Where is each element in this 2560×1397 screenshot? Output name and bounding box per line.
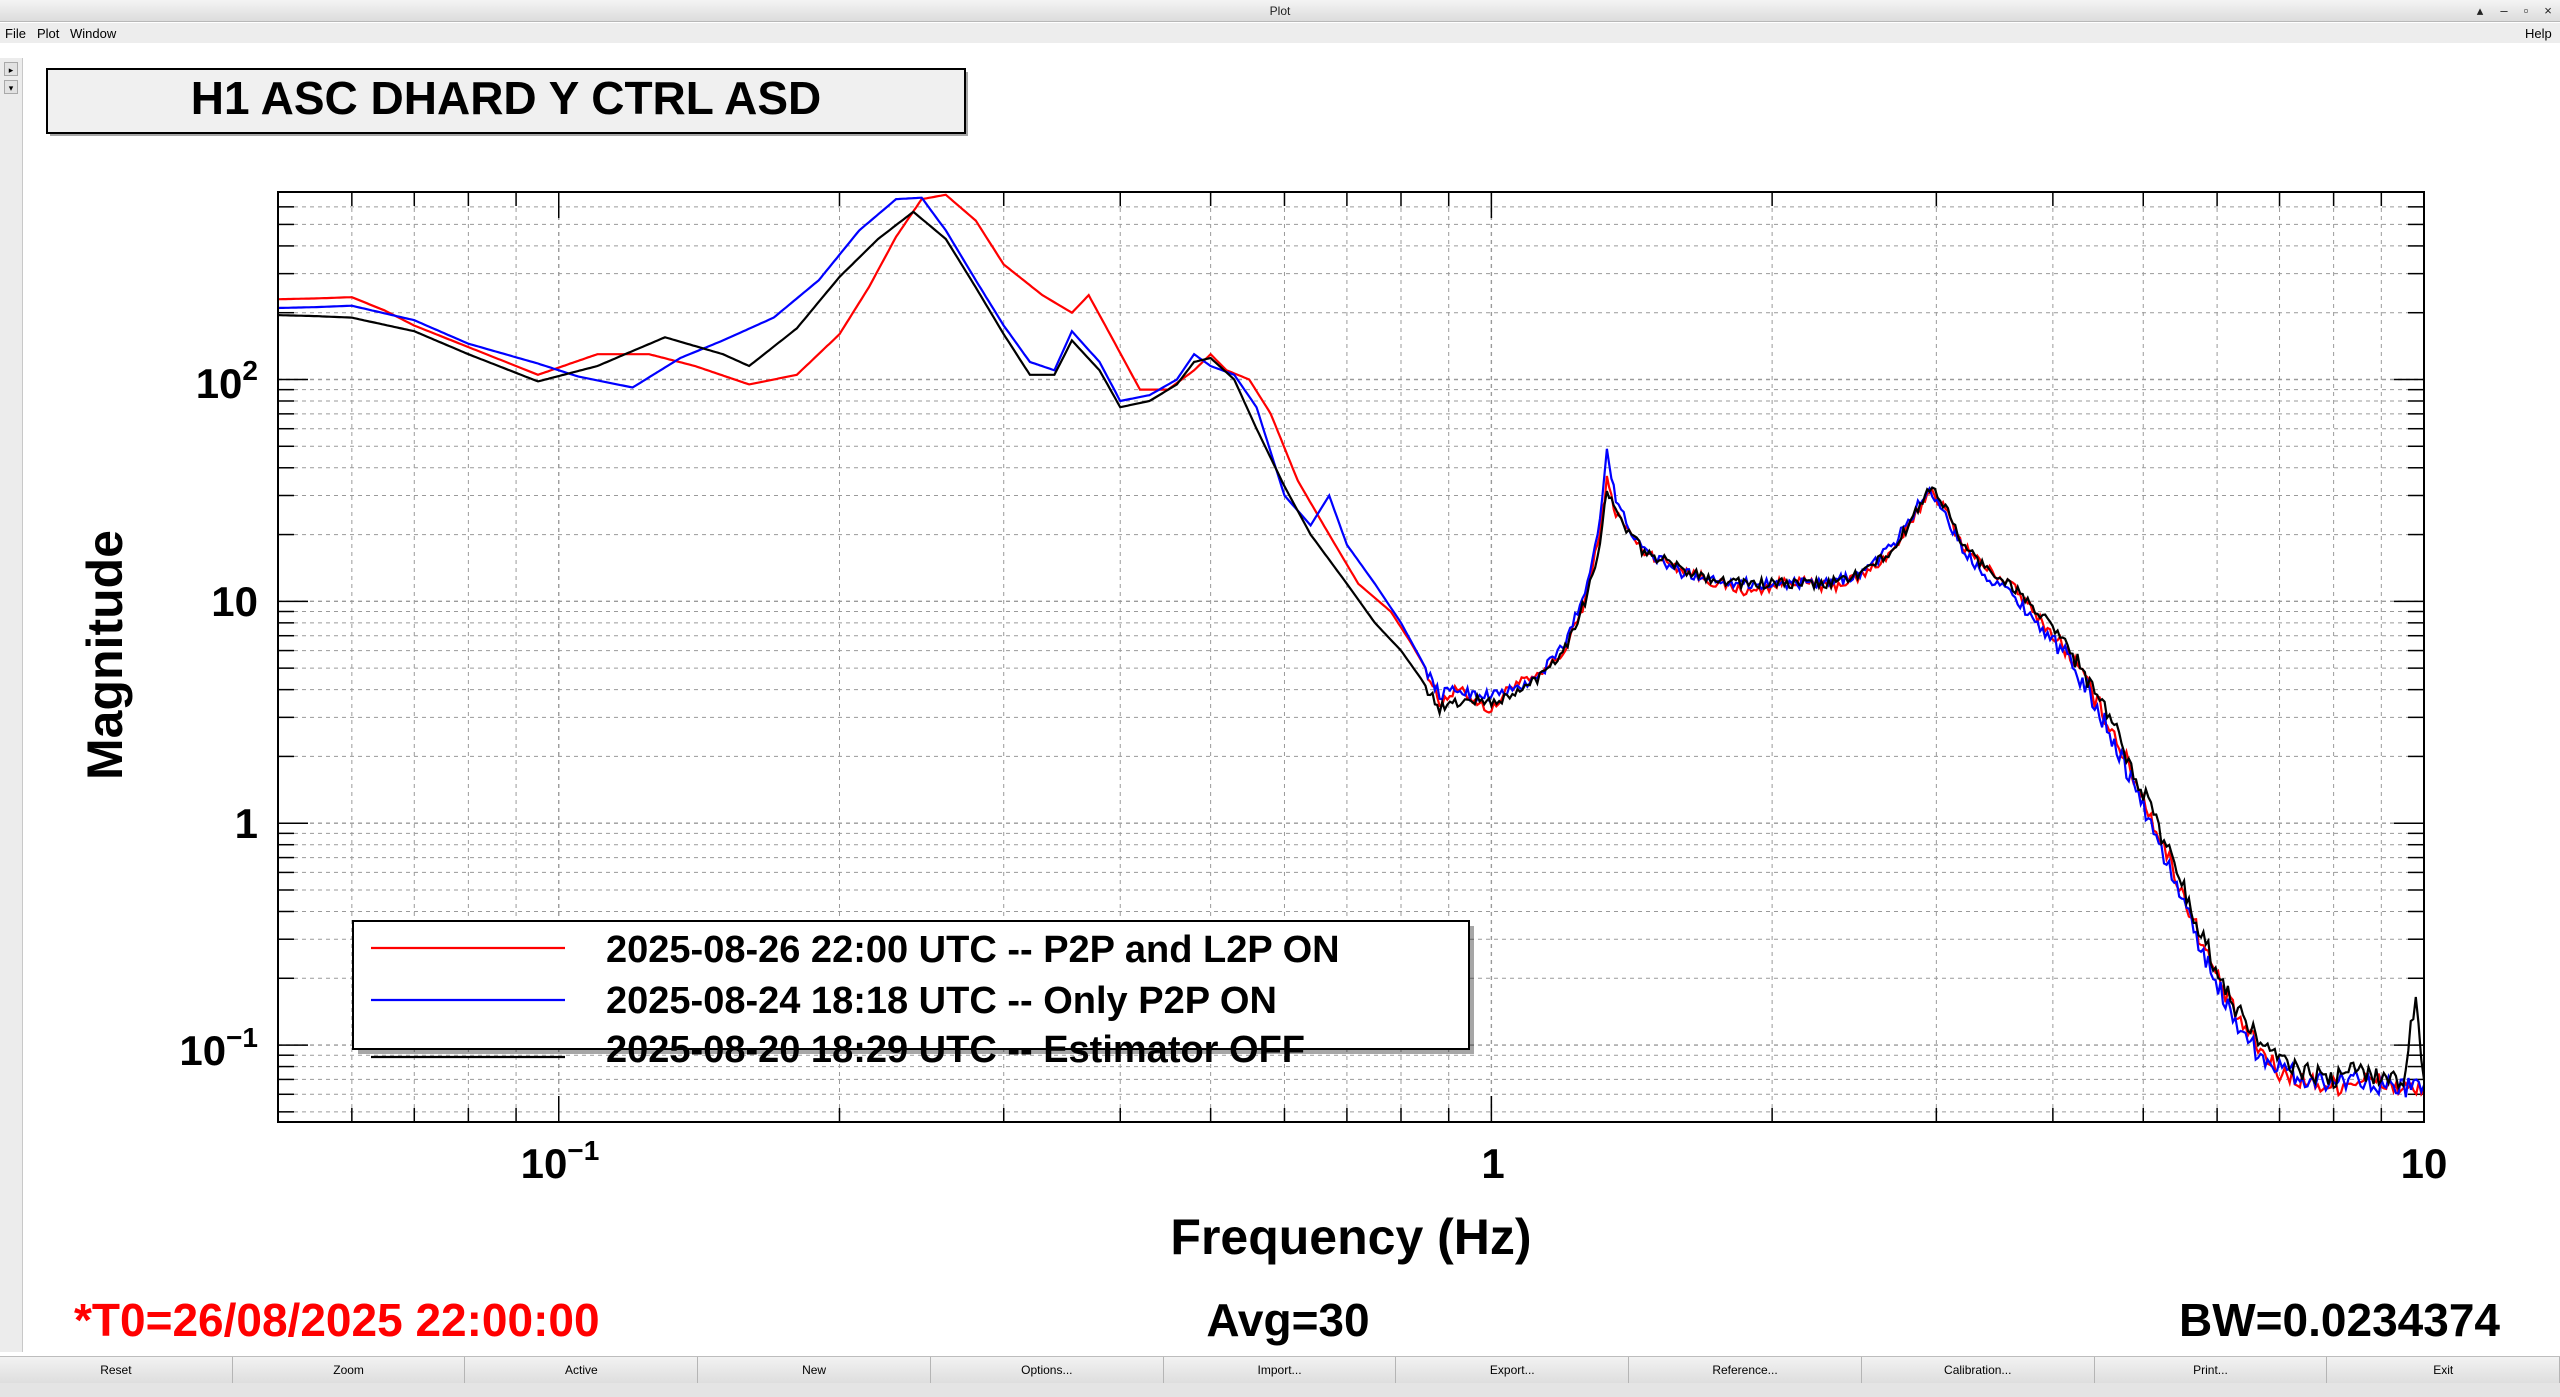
x-tick-label-1-base: 1: [1481, 1140, 1504, 1187]
axis-minor-ticks: [277, 191, 2425, 1122]
legend-entry-blue: 2025-08-24 18:18 UTC -- Only P2P ON: [606, 980, 1277, 1022]
menu-bar: File Plot Window Help: [0, 23, 2560, 43]
y-tick-label-0.1: 10−1: [179, 1022, 258, 1074]
reference-button[interactable]: Reference...: [1629, 1357, 1862, 1383]
window-title: Plot: [1269, 4, 1291, 18]
plot-svg[interactable]: H1 ASC DHARD Y CTRL ASD 10−1 1 10 102 10…: [22, 58, 2560, 1352]
x-tick-label-0.1: 10−1: [521, 1135, 600, 1187]
menu-plot[interactable]: Plot: [37, 26, 60, 41]
y-tick-label-10-base: 10: [211, 578, 258, 625]
window-titlebar: Plot ▴ – ▫ ×: [0, 0, 2560, 22]
plot-frame: [277, 191, 2425, 1123]
active-button[interactable]: Active: [465, 1357, 699, 1383]
chart-title: H1 ASC DHARD Y CTRL ASD: [191, 72, 821, 124]
series-line-red: [278, 193, 2425, 1098]
y-tick-label-0.1-exponent: −1: [226, 1022, 258, 1053]
t0-status: *T0=26/08/2025 22:00:00: [74, 1294, 600, 1346]
zoom-button[interactable]: Zoom: [232, 1357, 466, 1383]
legend-entry-black: 2025-08-20 18:29 UTC -- Estimator OFF: [606, 1029, 1305, 1071]
options-button[interactable]: Options...: [930, 1357, 1164, 1383]
collapse-down-arrow-icon[interactable]: ▾: [4, 80, 18, 94]
x-tick-label-1: 1: [1481, 1140, 1504, 1187]
print-button[interactable]: Print...: [2094, 1357, 2328, 1383]
series-group: [277, 193, 2426, 1098]
legend-box: [352, 920, 1470, 1050]
reset-button[interactable]: Reset: [0, 1357, 233, 1383]
menu-window[interactable]: Window: [70, 26, 117, 41]
y-tick-label-1: 1: [235, 800, 258, 847]
plot-canvas[interactable]: H1 ASC DHARD Y CTRL ASD 10−1 1 10 102 10…: [22, 58, 2560, 1352]
calibration-button[interactable]: Calibration...: [1861, 1357, 2095, 1383]
y-tick-label-100-base: 10: [196, 360, 243, 407]
series-line-blue: [277, 196, 2426, 1098]
window-maximize-button[interactable]: ▫: [2523, 3, 2529, 18]
x-axis-label: Frequency (Hz): [1170, 1209, 1531, 1265]
new-button[interactable]: New: [698, 1357, 931, 1383]
expand-right-arrow-icon[interactable]: ▸: [4, 62, 18, 76]
export-button[interactable]: Export...: [1396, 1357, 1630, 1383]
legend-entry-red: 2025-08-26 22:00 UTC -- P2P and L2P ON: [606, 929, 1340, 971]
menu-file[interactable]: File: [5, 26, 26, 41]
window-close-button[interactable]: ×: [2544, 3, 2552, 18]
y-tick-label-0.1-base: 10: [179, 1027, 226, 1074]
import-button[interactable]: Import...: [1163, 1357, 1397, 1383]
window-shade-button[interactable]: ▴: [2476, 3, 2484, 18]
y-tick-label-10: 10: [211, 578, 258, 625]
x-tick-label-10: 10: [2401, 1140, 2448, 1187]
x-tick-label-0.1-exponent: −1: [567, 1135, 599, 1166]
menu-help[interactable]: Help: [2525, 26, 2552, 41]
series-line-black: [277, 210, 2426, 1091]
x-tick-label-0.1-base: 10: [521, 1140, 568, 1187]
y-tick-label-100-exponent: 2: [242, 355, 258, 386]
x-tick-label-10-base: 10: [2401, 1140, 2448, 1187]
exit-button[interactable]: Exit: [2327, 1357, 2560, 1383]
avg-status: Avg=30: [1206, 1294, 1369, 1346]
window-minimize-button[interactable]: –: [2500, 3, 2508, 18]
bw-status: BW=0.0234374: [2179, 1294, 2500, 1346]
y-axis-label: Magnitude: [77, 530, 133, 780]
title-box: [46, 68, 966, 134]
side-toolbar: ▸ ▾: [0, 58, 23, 1352]
y-tick-label-1-base: 1: [235, 800, 258, 847]
y-tick-label-100: 102: [196, 355, 258, 407]
bottom-button-bar: Reset Zoom Active New Options... Import.…: [0, 1356, 2560, 1397]
